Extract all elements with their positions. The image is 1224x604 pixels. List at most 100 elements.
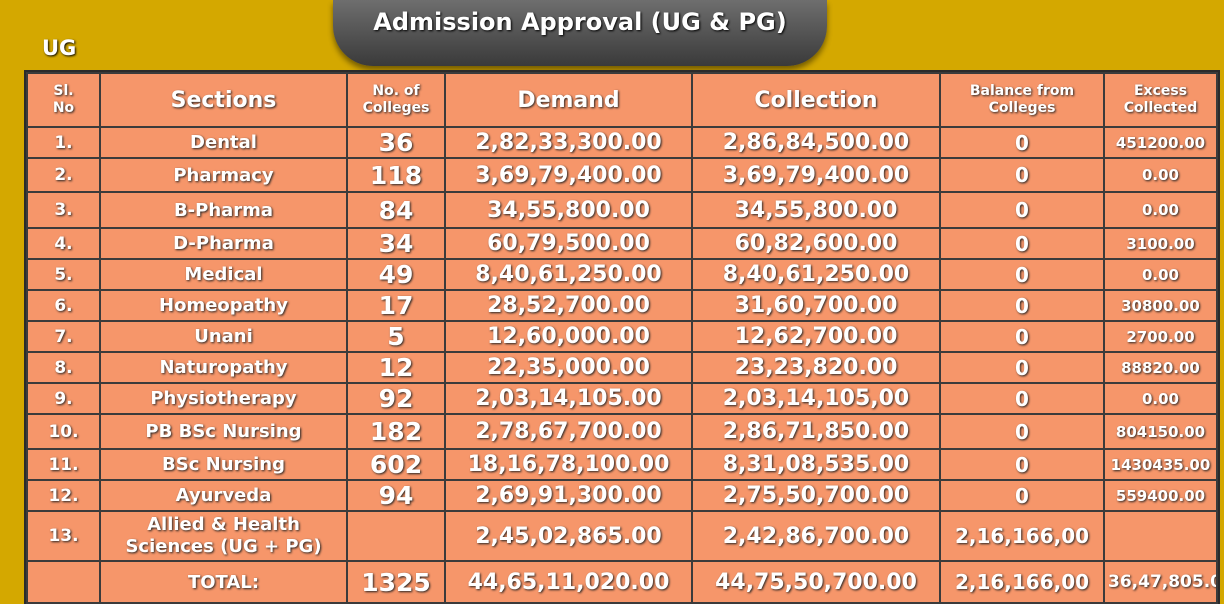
cell-section: Ayurveda [99, 479, 348, 512]
cell-section: PB BSc Nursing [99, 413, 348, 450]
cell-sl: 3. [26, 191, 101, 229]
cell-sl: 12. [26, 479, 101, 512]
header-collection: Collection [691, 72, 941, 128]
cell-colleges: 12 [346, 351, 446, 384]
cell-colleges: 602 [346, 448, 446, 481]
table-row: 3. B-Pharma 84 34,55,800.00 34,55,800.00… [26, 191, 1218, 229]
cell-demand: 2,82,33,300.00 [444, 126, 693, 159]
header-sl-no: Sl. No [26, 72, 101, 128]
cell-collection: 60,82,600.00 [691, 227, 941, 260]
table-row: 11. BSc Nursing 602 18,16,78,100.00 8,31… [26, 448, 1218, 481]
cell-section: Homeopathy [99, 289, 348, 322]
cell-excess: 0.00 [1103, 258, 1218, 291]
cell-collection: 23,23,820.00 [691, 351, 941, 384]
cell-excess: 804150.00 [1103, 413, 1218, 450]
table-row: 4. D-Pharma 34 60,79,500.00 60,82,600.00… [26, 227, 1218, 260]
cell-section: D-Pharma [99, 227, 348, 260]
cell-demand: 8,40,61,250.00 [444, 258, 693, 291]
cell-excess: 559400.00 [1103, 479, 1218, 512]
cell-balance: 0 [939, 413, 1105, 450]
cell-demand: 12,60,000.00 [444, 320, 693, 353]
cell-excess: 88820.00 [1103, 351, 1218, 384]
cell-colleges: 182 [346, 413, 446, 450]
header-sections: Sections [99, 72, 348, 128]
table-row: 6. Homeopathy 17 28,52,700.00 31,60,700.… [26, 289, 1218, 322]
cell-balance: 0 [939, 351, 1105, 384]
cell-colleges: 118 [346, 157, 446, 193]
header-no-of-colleges: No. of Colleges [346, 72, 446, 128]
cell-colleges [346, 510, 446, 562]
total-demand: 44,65,11,020.00 [444, 560, 693, 604]
cell-collection: 12,62,700.00 [691, 320, 941, 353]
cell-excess: 451200.00 [1103, 126, 1218, 159]
cell-excess: 3100.00 [1103, 227, 1218, 260]
cell-collection: 2,03,14,105,00 [691, 382, 941, 415]
cell-excess: 2700.00 [1103, 320, 1218, 353]
cell-section: Physiotherapy [99, 382, 348, 415]
cell-balance: 2,16,166,00 [939, 510, 1105, 562]
cell-demand: 2,78,67,700.00 [444, 413, 693, 450]
cell-balance: 0 [939, 126, 1105, 159]
cell-collection: 8,40,61,250.00 [691, 258, 941, 291]
total-collection: 44,75,50,700.00 [691, 560, 941, 604]
table-row: 10. PB BSc Nursing 182 2,78,67,700.00 2,… [26, 413, 1218, 450]
cell-collection: 3,69,79,400.00 [691, 157, 941, 193]
cell-sl: 4. [26, 227, 101, 260]
cell-excess [1103, 510, 1218, 562]
table-row: 13. Allied & Health Sciences (UG + PG) 2,… [26, 510, 1218, 562]
cell-colleges: 36 [346, 126, 446, 159]
cell-section: Pharmacy [99, 157, 348, 193]
cell-sl: 10. [26, 413, 101, 450]
cell-sl: 13. [26, 510, 101, 562]
cell-colleges: 84 [346, 191, 446, 229]
cell-demand: 2,03,14,105.00 [444, 382, 693, 415]
cell-balance: 0 [939, 479, 1105, 512]
total-colleges: 1325 [346, 560, 446, 604]
header-demand: Demand [444, 72, 693, 128]
cell-colleges: 92 [346, 382, 446, 415]
section-label: UG [42, 36, 77, 60]
cell-colleges: 94 [346, 479, 446, 512]
table-row: 5. Medical 49 8,40,61,250.00 8,40,61,250… [26, 258, 1218, 291]
cell-sl: 6. [26, 289, 101, 322]
cell-demand: 28,52,700.00 [444, 289, 693, 322]
cell-collection: 2,86,84,500.00 [691, 126, 941, 159]
cell-colleges: 34 [346, 227, 446, 260]
header-excess: Excess Collected [1103, 72, 1218, 128]
cell-collection: 8,31,08,535.00 [691, 448, 941, 481]
table-row: 2. Pharmacy 118 3,69,79,400.00 3,69,79,4… [26, 157, 1218, 193]
cell-collection: 2,42,86,700.00 [691, 510, 941, 562]
cell-demand: 18,16,78,100.00 [444, 448, 693, 481]
header-balance: Balance from Colleges [939, 72, 1105, 128]
cell-sl-empty [26, 560, 101, 604]
cell-excess: 0.00 [1103, 191, 1218, 229]
cell-excess: 30800.00 [1103, 289, 1218, 322]
cell-section: Medical [99, 258, 348, 291]
cell-collection: 2,86,71,850.00 [691, 413, 941, 450]
cell-section: B-Pharma [99, 191, 348, 229]
cell-demand: 2,45,02,865.00 [444, 510, 693, 562]
table-row: 9. Physiotherapy 92 2,03,14,105.00 2,03,… [26, 382, 1218, 415]
cell-sl: 8. [26, 351, 101, 384]
cell-demand: 60,79,500.00 [444, 227, 693, 260]
cell-sl: 9. [26, 382, 101, 415]
cell-demand: 34,55,800.00 [444, 191, 693, 229]
cell-section: Naturopathy [99, 351, 348, 384]
cell-balance: 0 [939, 289, 1105, 322]
cell-section: Dental [99, 126, 348, 159]
cell-section: BSc Nursing [99, 448, 348, 481]
cell-collection: 34,55,800.00 [691, 191, 941, 229]
cell-collection: 2,75,50,700.00 [691, 479, 941, 512]
total-balance: 2,16,166,00 [939, 560, 1105, 604]
cell-section: Allied & Health Sciences (UG + PG) [99, 510, 348, 562]
cell-excess: 1430435.00 [1103, 448, 1218, 481]
cell-collection: 31,60,700.00 [691, 289, 941, 322]
table-row: 12. Ayurveda 94 2,69,91,300.00 2,75,50,7… [26, 479, 1218, 512]
cell-colleges: 49 [346, 258, 446, 291]
cell-excess: 0.00 [1103, 382, 1218, 415]
cell-sl: 1. [26, 126, 101, 159]
cell-demand: 2,69,91,300.00 [444, 479, 693, 512]
cell-colleges: 5 [346, 320, 446, 353]
cell-balance: 0 [939, 227, 1105, 260]
page-title: Admission Approval (UG & PG) [333, 0, 827, 66]
